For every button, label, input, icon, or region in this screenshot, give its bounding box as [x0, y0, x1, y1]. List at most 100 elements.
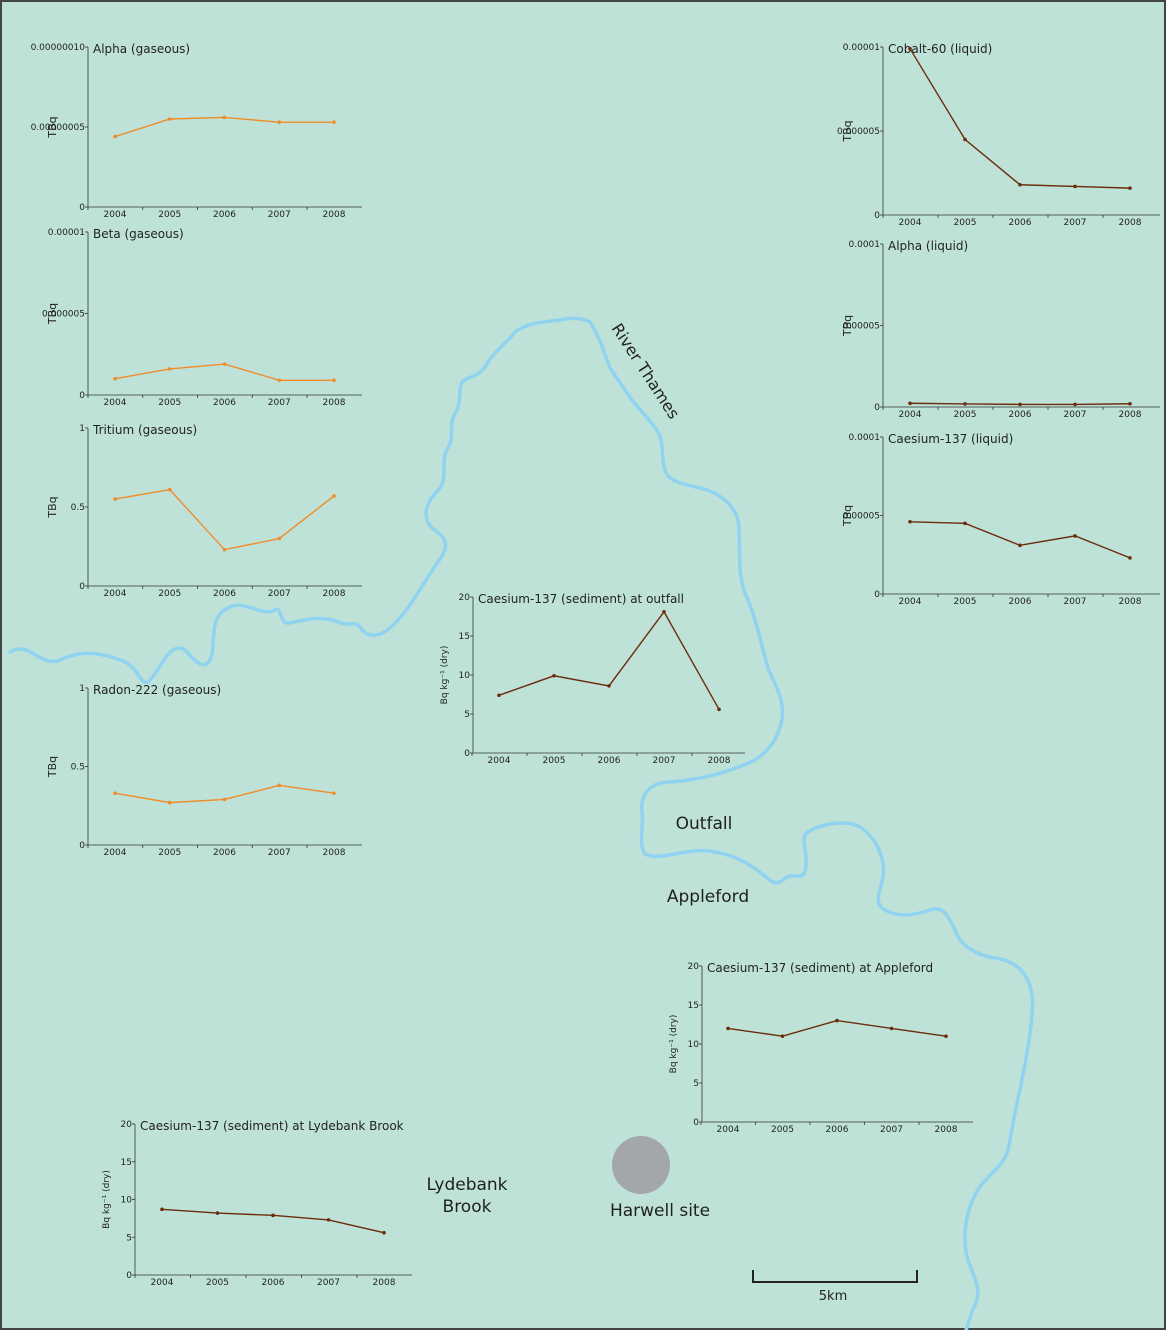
- y-tick-label: 10: [121, 1196, 133, 1206]
- x-tick-label: 2007: [1064, 410, 1087, 420]
- x-tick-label: 2007: [317, 1278, 340, 1288]
- chart-title: Caesium-137 (sediment) at outfall: [478, 592, 684, 606]
- data-point: [1018, 543, 1022, 548]
- chart-caesium-liquid: 0 0.00005 0.0001 2004 2005 2006 2007 2008 Caesiu…: [841, 432, 1160, 607]
- x-tick-label: 2005: [158, 210, 181, 220]
- data-point: [835, 1018, 839, 1023]
- data-point: [1073, 402, 1077, 407]
- data-point: [497, 693, 501, 698]
- x-tick-label: 2005: [158, 589, 181, 599]
- data-point: [717, 707, 721, 712]
- x-tick-label: 2005: [954, 218, 977, 228]
- data-point: [167, 117, 172, 121]
- data-point: [1128, 401, 1132, 406]
- data-point: [222, 115, 227, 120]
- data-point: [222, 547, 227, 552]
- x-tick-label: 2007: [653, 756, 676, 766]
- data-point: [1018, 402, 1022, 407]
- scale-bar-label: 5km: [819, 1289, 847, 1304]
- y-tick-label: 0.00005: [843, 322, 880, 332]
- x-tick-label: 2005: [158, 848, 181, 858]
- y-tick-label: 20: [121, 1120, 133, 1130]
- y-tick-label: 0: [874, 590, 880, 600]
- x-tick-label: 2008: [1119, 597, 1142, 607]
- x-tick-label: 2006: [213, 848, 236, 858]
- x-tick-label: 2008: [708, 756, 731, 766]
- x-tick-label: 2008: [323, 398, 346, 408]
- x-tick-label: 2006: [1009, 597, 1032, 607]
- river-thames: [8, 316, 1035, 1330]
- y-tick-label: 0.000005: [837, 127, 880, 137]
- y-tick-label: 0.0001: [849, 433, 881, 443]
- x-tick-label: 2004: [104, 398, 127, 408]
- x-tick-label: 2006: [1009, 218, 1032, 228]
- data-point: [167, 800, 172, 805]
- x-tick-label: 2005: [158, 398, 181, 408]
- chart-tritium-gaseous: 0 0.5 1 2004 2005 2006 2007 2008 Tritium (gaseou…: [46, 423, 362, 599]
- x-tick-label: 2005: [771, 1125, 794, 1135]
- y-tick-label: 5: [464, 710, 470, 720]
- chart-caesium-lydebank: 0 5 10 15 20 2004 2005 2006 2007 2008 Caesium-137 …: [102, 1119, 412, 1288]
- data-point: [332, 120, 336, 124]
- data-point: [908, 519, 912, 524]
- x-tick-label: 2008: [1119, 218, 1142, 228]
- data-point: [160, 1207, 164, 1212]
- x-tick-label: 2004: [899, 410, 922, 420]
- y-tick-label: 0: [464, 749, 470, 759]
- data-point: [908, 46, 912, 51]
- chart-alpha-gaseous: 0 0.00000005 0.00000010 2004 2005 2006 2007 200…: [31, 42, 362, 220]
- x-tick-label: 2008: [323, 210, 346, 220]
- y-tick-label: 10: [459, 671, 471, 681]
- data-point: [1073, 184, 1077, 189]
- y-axis-label: Bq kg⁻¹ (dry): [669, 1015, 679, 1074]
- x-tick-label: 2008: [323, 848, 346, 858]
- y-axis-label: TBq: [46, 303, 59, 325]
- data-point: [277, 120, 282, 124]
- chart-title: Caesium-137 (liquid): [888, 432, 1013, 446]
- y-tick-label: 5: [693, 1079, 699, 1089]
- chart-title: Beta (gaseous): [93, 227, 184, 241]
- data-point: [332, 494, 336, 498]
- y-tick-label: 15: [688, 1001, 699, 1011]
- data-point: [167, 487, 172, 492]
- x-tick-label: 2007: [1064, 218, 1087, 228]
- x-tick-label: 2004: [104, 589, 127, 599]
- y-tick-label: 0.5: [71, 503, 85, 513]
- chart-title: Tritium (gaseous): [92, 423, 197, 437]
- y-tick-label: 5: [126, 1233, 132, 1243]
- y-tick-label: 0.000005: [42, 310, 85, 320]
- y-tick-label: 10: [688, 1040, 700, 1050]
- x-tick-label: 2007: [1064, 597, 1087, 607]
- x-tick-label: 2004: [104, 848, 127, 858]
- x-tick-label: 2008: [1119, 410, 1142, 420]
- x-tick-label: 2006: [213, 210, 236, 220]
- x-tick-label: 2008: [935, 1125, 958, 1135]
- lydebank-label-line1: Lydebank: [426, 1175, 507, 1195]
- y-tick-label: 0.00000005: [31, 123, 85, 133]
- y-tick-label: 20: [688, 962, 700, 972]
- data-point: [963, 137, 967, 142]
- chart-title: Radon-222 (gaseous): [93, 683, 221, 697]
- x-tick-label: 2004: [488, 756, 511, 766]
- chart-caesium-outfall: 0 5 10 15 20 2004 2005 2006 2007 2008 Caesium-137 …: [440, 592, 745, 766]
- x-tick-label: 2004: [899, 597, 922, 607]
- data-point: [113, 134, 117, 139]
- x-tick-label: 2004: [717, 1125, 740, 1135]
- chart-title: Alpha (liquid): [888, 239, 968, 253]
- y-axis-label: TBq: [46, 496, 59, 518]
- y-axis-label: TBq: [46, 756, 59, 778]
- y-axis-label: TBq: [841, 315, 854, 337]
- x-tick-label: 2006: [213, 589, 236, 599]
- x-tick-label: 2006: [598, 756, 621, 766]
- chart-alpha-liquid: 0 0.00005 0.0001 2004 2005 2006 2007 2008 Alpha …: [841, 239, 1160, 420]
- data-point: [222, 362, 227, 366]
- data-point: [726, 1026, 730, 1031]
- x-tick-label: 2007: [268, 589, 291, 599]
- x-tick-label: 2006: [213, 398, 236, 408]
- data-point: [1128, 556, 1132, 560]
- y-tick-label: 0: [79, 841, 85, 851]
- data-point: [277, 378, 282, 383]
- x-tick-label: 2005: [206, 1278, 229, 1288]
